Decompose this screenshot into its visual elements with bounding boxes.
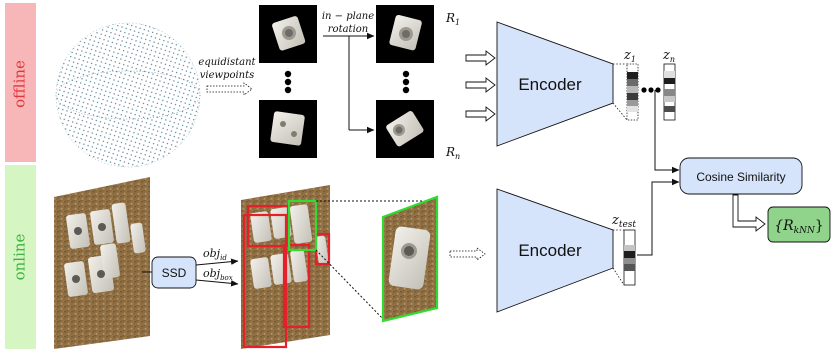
zn-vector [663,63,676,121]
render-view-top-left [259,5,317,63]
dashed-arrow-to-views [206,82,253,96]
encoder-bottom-label: Encoder [518,241,582,260]
obj-box-label: objbox [203,267,233,282]
zn-label: zn [662,48,675,64]
equidistant-label: equidistant [198,57,256,68]
render-view-bottom-left [259,100,317,158]
r1-label: R1 [445,11,460,27]
zoom-dotted-lines [315,200,437,322]
obj-id-label: objid [203,247,227,262]
z1-label: z1 [623,48,636,64]
encoder-top-dotted [612,63,628,121]
cosine-similarity-box [679,157,803,195]
online-band [5,165,36,349]
hollow-arrow-to-result [732,194,766,232]
online-label: online [11,233,29,280]
render-view-rn [376,100,434,158]
cosine-connectors [637,90,680,256]
crop-view [381,195,439,323]
ssd-label: SSD [162,266,187,280]
result-box [767,206,831,243]
in-plane-label: in − plane [322,11,374,22]
ellipsis-left-dots [284,70,292,94]
ssd-output-arrows [195,258,239,287]
horizontal-ellipsis-dots [641,87,661,93]
offline-label: offline [11,60,29,108]
encoder-bottom-dotted [612,229,625,286]
encoder-top-label: Encoder [518,75,582,94]
scene-photo [54,177,150,349]
ellipsis-right-dots [402,70,410,94]
rotation-arrows [323,32,375,134]
result-label: {RkNN} [774,218,824,236]
ztest-label: ztest [611,213,636,230]
cosine-similarity-label: Cosine Similarity [696,170,785,184]
green-detection-box [287,199,318,252]
dashed-arrow-to-encoder [449,247,486,261]
ztest-vector [623,229,636,286]
offline-band [5,3,36,162]
viewpoints-label: viewpoints [200,70,255,81]
ssd-box [151,256,197,289]
hollow-arrows-to-encoder [465,50,496,122]
z1-vector [626,63,639,121]
viewpoint-sphere [55,22,201,168]
rn-label: Rn [445,145,460,161]
rotation-label: rotation [328,24,368,35]
render-view-r1 [376,5,434,63]
